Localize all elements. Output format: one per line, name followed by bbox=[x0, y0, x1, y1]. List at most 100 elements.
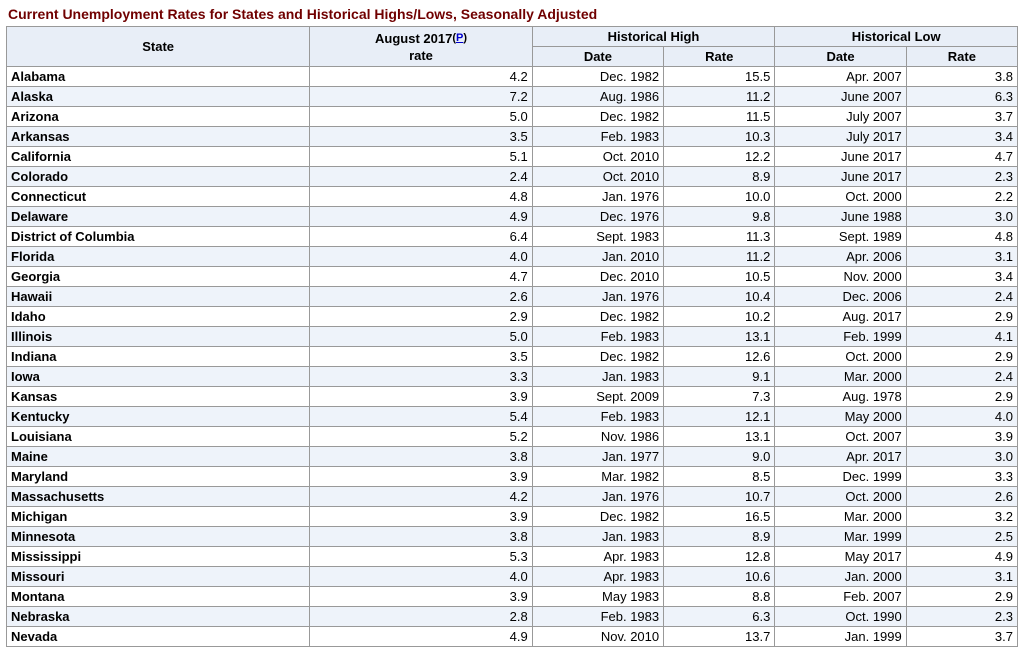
cell-rate: 3.5 bbox=[310, 127, 532, 147]
cell-high-rate: 13.7 bbox=[664, 627, 775, 647]
cell-high-date: Dec. 1982 bbox=[532, 347, 663, 367]
cell-state: Hawaii bbox=[7, 287, 310, 307]
cell-high-rate: 8.5 bbox=[664, 467, 775, 487]
cell-high-date: Jan. 1983 bbox=[532, 367, 663, 387]
cell-low-rate: 4.8 bbox=[906, 227, 1017, 247]
cell-state: Maryland bbox=[7, 467, 310, 487]
table-row: Colorado2.4Oct. 20108.9June 20172.3 bbox=[7, 167, 1018, 187]
cell-low-date: Oct. 2007 bbox=[775, 427, 906, 447]
cell-high-date: Dec. 1982 bbox=[532, 107, 663, 127]
cell-high-rate: 10.5 bbox=[664, 267, 775, 287]
cell-high-date: Nov. 1986 bbox=[532, 427, 663, 447]
table-row: Delaware4.9Dec. 19769.8June 19883.0 bbox=[7, 207, 1018, 227]
cell-high-date: Jan. 2010 bbox=[532, 247, 663, 267]
cell-state: Delaware bbox=[7, 207, 310, 227]
cell-high-rate: 8.8 bbox=[664, 587, 775, 607]
cell-rate: 4.8 bbox=[310, 187, 532, 207]
col-header-low-date: Date bbox=[775, 47, 906, 67]
cell-low-date: June 2007 bbox=[775, 87, 906, 107]
table-row: Arkansas3.5Feb. 198310.3July 20173.4 bbox=[7, 127, 1018, 147]
page-title: Current Unemployment Rates for States an… bbox=[8, 6, 1018, 22]
cell-low-rate: 2.9 bbox=[906, 307, 1017, 327]
cell-state: Alabama bbox=[7, 67, 310, 87]
cell-rate: 4.9 bbox=[310, 207, 532, 227]
cell-rate: 2.4 bbox=[310, 167, 532, 187]
cell-low-rate: 4.7 bbox=[906, 147, 1017, 167]
col-header-state: State bbox=[7, 27, 310, 67]
cell-high-rate: 10.3 bbox=[664, 127, 775, 147]
cell-low-rate: 2.2 bbox=[906, 187, 1017, 207]
table-row: Indiana3.5Dec. 198212.6Oct. 20002.9 bbox=[7, 347, 1018, 367]
cell-high-rate: 12.1 bbox=[664, 407, 775, 427]
cell-state: California bbox=[7, 147, 310, 167]
cell-state: Illinois bbox=[7, 327, 310, 347]
cell-high-date: Dec. 1982 bbox=[532, 67, 663, 87]
cell-rate: 5.4 bbox=[310, 407, 532, 427]
cell-high-rate: 15.5 bbox=[664, 67, 775, 87]
rate-header-top: August 2017 bbox=[375, 31, 452, 46]
cell-high-date: Dec. 1982 bbox=[532, 507, 663, 527]
cell-rate: 3.9 bbox=[310, 467, 532, 487]
cell-state: Connecticut bbox=[7, 187, 310, 207]
cell-state: District of Columbia bbox=[7, 227, 310, 247]
cell-rate: 3.9 bbox=[310, 387, 532, 407]
table-row: Missouri4.0Apr. 198310.6Jan. 20003.1 bbox=[7, 567, 1018, 587]
cell-high-rate: 6.3 bbox=[664, 607, 775, 627]
table-row: Kentucky5.4Feb. 198312.1May 20004.0 bbox=[7, 407, 1018, 427]
cell-high-rate: 12.6 bbox=[664, 347, 775, 367]
cell-high-date: Mar. 1982 bbox=[532, 467, 663, 487]
col-header-high-rate: Rate bbox=[664, 47, 775, 67]
cell-rate: 2.8 bbox=[310, 607, 532, 627]
cell-low-rate: 3.2 bbox=[906, 507, 1017, 527]
cell-low-date: Sept. 1989 bbox=[775, 227, 906, 247]
cell-low-rate: 2.9 bbox=[906, 347, 1017, 367]
cell-low-date: Nov. 2000 bbox=[775, 267, 906, 287]
cell-low-rate: 4.9 bbox=[906, 547, 1017, 567]
table-row: Nebraska2.8Feb. 19836.3Oct. 19902.3 bbox=[7, 607, 1018, 627]
cell-low-date: Apr. 2006 bbox=[775, 247, 906, 267]
cell-low-rate: 4.1 bbox=[906, 327, 1017, 347]
cell-low-date: Apr. 2017 bbox=[775, 447, 906, 467]
cell-low-rate: 3.1 bbox=[906, 247, 1017, 267]
cell-high-rate: 7.3 bbox=[664, 387, 775, 407]
cell-high-rate: 11.2 bbox=[664, 247, 775, 267]
cell-rate: 5.0 bbox=[310, 327, 532, 347]
table-row: Mississippi5.3Apr. 198312.8May 20174.9 bbox=[7, 547, 1018, 567]
cell-state: Nebraska bbox=[7, 607, 310, 627]
table-row: Connecticut4.8Jan. 197610.0Oct. 20002.2 bbox=[7, 187, 1018, 207]
cell-low-date: Dec. 2006 bbox=[775, 287, 906, 307]
table-row: Maine3.8Jan. 19779.0Apr. 20173.0 bbox=[7, 447, 1018, 467]
cell-low-rate: 2.4 bbox=[906, 367, 1017, 387]
cell-high-date: Aug. 1986 bbox=[532, 87, 663, 107]
cell-low-date: June 2017 bbox=[775, 167, 906, 187]
cell-state: Indiana bbox=[7, 347, 310, 367]
cell-high-date: Oct. 2010 bbox=[532, 167, 663, 187]
cell-high-date: Dec. 1982 bbox=[532, 307, 663, 327]
cell-rate: 4.0 bbox=[310, 567, 532, 587]
cell-low-date: July 2007 bbox=[775, 107, 906, 127]
cell-high-date: Apr. 1983 bbox=[532, 567, 663, 587]
cell-state: Nevada bbox=[7, 627, 310, 647]
cell-high-date: Apr. 1983 bbox=[532, 547, 663, 567]
table-row: Louisiana5.2Nov. 198613.1Oct. 20073.9 bbox=[7, 427, 1018, 447]
cell-low-date: Mar. 2000 bbox=[775, 367, 906, 387]
table-row: Hawaii2.6Jan. 197610.4Dec. 20062.4 bbox=[7, 287, 1018, 307]
table-row: California5.1Oct. 201012.2June 20174.7 bbox=[7, 147, 1018, 167]
cell-high-date: Feb. 1983 bbox=[532, 407, 663, 427]
table-row: Arizona5.0Dec. 198211.5July 20073.7 bbox=[7, 107, 1018, 127]
table-row: Montana3.9May 19838.8Feb. 20072.9 bbox=[7, 587, 1018, 607]
cell-high-date: Feb. 1983 bbox=[532, 127, 663, 147]
cell-low-date: Jan. 1999 bbox=[775, 627, 906, 647]
cell-rate: 7.2 bbox=[310, 87, 532, 107]
table-row: Maryland3.9Mar. 19828.5Dec. 19993.3 bbox=[7, 467, 1018, 487]
cell-low-date: Aug. 1978 bbox=[775, 387, 906, 407]
cell-state: Arkansas bbox=[7, 127, 310, 147]
cell-high-date: Jan. 1976 bbox=[532, 187, 663, 207]
table-row: Nevada4.9Nov. 201013.7Jan. 19993.7 bbox=[7, 627, 1018, 647]
table-row: District of Columbia6.4Sept. 198311.3Sep… bbox=[7, 227, 1018, 247]
cell-low-rate: 6.3 bbox=[906, 87, 1017, 107]
cell-state: Mississippi bbox=[7, 547, 310, 567]
cell-low-date: July 2017 bbox=[775, 127, 906, 147]
cell-rate: 4.9 bbox=[310, 627, 532, 647]
cell-state: Alaska bbox=[7, 87, 310, 107]
